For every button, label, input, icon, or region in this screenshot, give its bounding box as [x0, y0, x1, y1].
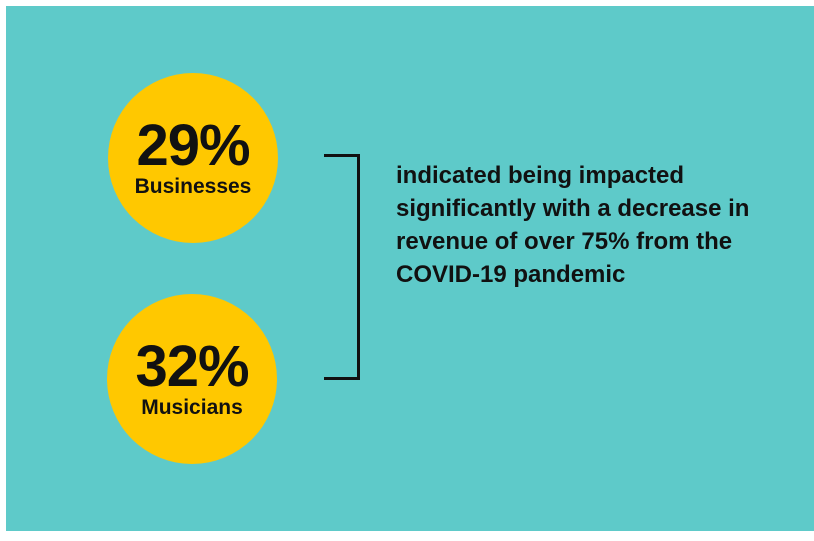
businesses-percent: 29% — [136, 113, 250, 179]
impact-statement: indicated being impacted significantly w… — [396, 162, 750, 288]
musicians-stat-circle: 32% Musicians — [107, 294, 277, 464]
businesses-label: Businesses — [134, 175, 252, 199]
musicians-percent: 32% — [135, 334, 249, 400]
grouping-bracket — [324, 154, 360, 380]
musicians-label: Musicians — [141, 396, 243, 420]
businesses-stat-circle: 29% Businesses — [108, 73, 278, 243]
infographic-panel: 29% Businesses 32% Musicians indicated b… — [6, 6, 814, 531]
